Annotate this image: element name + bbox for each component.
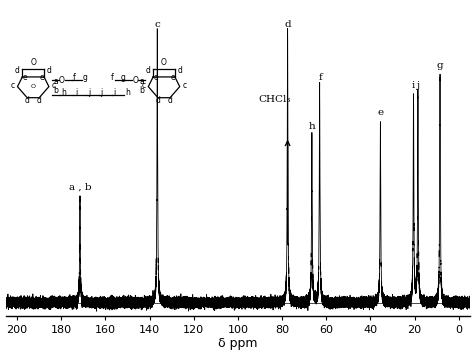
Text: d: d (14, 65, 19, 75)
Text: e: e (153, 73, 158, 82)
Text: c: c (10, 81, 14, 90)
Text: c: c (183, 81, 187, 90)
Text: d: d (37, 96, 42, 105)
Text: e: e (170, 73, 175, 82)
Text: d: d (284, 20, 291, 29)
Text: d: d (168, 96, 173, 105)
Text: d: d (145, 65, 150, 75)
Text: i: i (75, 88, 77, 97)
Text: g: g (121, 73, 126, 82)
Text: CHCl₃: CHCl₃ (258, 95, 291, 104)
Text: h: h (309, 122, 315, 131)
Text: j: j (88, 88, 90, 97)
Text: e: e (39, 73, 44, 82)
Text: d: d (178, 65, 183, 75)
Text: d: d (47, 65, 52, 75)
Text: h: h (61, 88, 66, 97)
Text: j: j (100, 88, 103, 97)
Text: i: i (412, 81, 415, 90)
Text: f: f (319, 73, 322, 81)
Text: c: c (155, 20, 160, 29)
Text: d: d (155, 96, 160, 105)
Text: h: h (125, 88, 130, 97)
Text: O: O (133, 76, 139, 85)
Text: f: f (73, 73, 75, 82)
Text: a , b: a , b (69, 183, 91, 192)
Text: O: O (161, 58, 167, 67)
Text: a: a (139, 76, 144, 86)
Text: b: b (53, 86, 58, 95)
Text: j: j (416, 81, 419, 90)
Text: g: g (437, 62, 443, 70)
Text: O: O (30, 58, 36, 67)
Text: a: a (53, 76, 58, 86)
Text: g: g (82, 73, 87, 82)
Text: f: f (111, 73, 114, 82)
Text: i: i (113, 88, 116, 97)
Text: e: e (22, 73, 27, 82)
Text: e: e (377, 108, 383, 118)
Text: O: O (31, 84, 36, 88)
Text: c: c (141, 81, 145, 90)
X-axis label: δ ppm: δ ppm (218, 337, 258, 350)
Text: O: O (58, 76, 64, 85)
Text: d: d (25, 96, 29, 105)
Text: b: b (139, 86, 144, 95)
Text: c: c (52, 81, 56, 90)
